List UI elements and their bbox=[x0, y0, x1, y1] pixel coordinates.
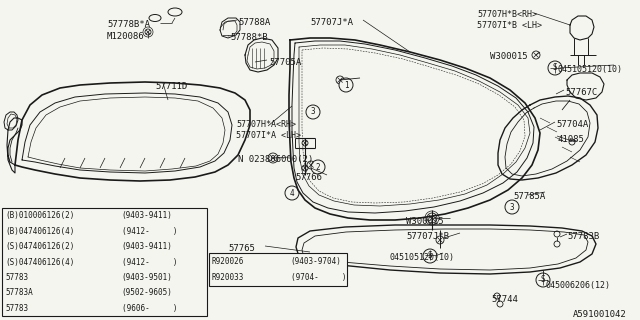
Text: 045105120(10): 045105120(10) bbox=[558, 65, 623, 74]
Text: R920033: R920033 bbox=[212, 273, 244, 282]
Circle shape bbox=[285, 186, 299, 200]
Text: 57778B*A: 57778B*A bbox=[107, 20, 150, 29]
Circle shape bbox=[339, 78, 353, 92]
Text: S: S bbox=[428, 252, 432, 260]
Text: 57744: 57744 bbox=[491, 295, 518, 304]
Text: 57705A: 57705A bbox=[269, 58, 301, 67]
Text: 41085: 41085 bbox=[558, 135, 585, 144]
Text: 57707I*A <LH>: 57707I*A <LH> bbox=[236, 131, 301, 140]
Text: W300015: W300015 bbox=[490, 52, 527, 61]
Circle shape bbox=[306, 105, 320, 119]
Text: 57788*B: 57788*B bbox=[230, 33, 268, 42]
Text: (9704-     ): (9704- ) bbox=[291, 273, 346, 282]
Text: 57783: 57783 bbox=[5, 304, 28, 313]
Circle shape bbox=[423, 249, 437, 263]
Text: M120086: M120086 bbox=[107, 32, 145, 41]
Text: 57783A: 57783A bbox=[5, 288, 33, 297]
Text: (9412-     ): (9412- ) bbox=[122, 258, 177, 267]
Text: (9412-     ): (9412- ) bbox=[122, 227, 177, 236]
Text: 2: 2 bbox=[316, 163, 320, 172]
Text: 57783: 57783 bbox=[5, 273, 28, 282]
Text: 57767C: 57767C bbox=[565, 88, 597, 97]
Text: (S)047406126(4): (S)047406126(4) bbox=[5, 258, 74, 267]
Circle shape bbox=[505, 200, 519, 214]
Text: W300015: W300015 bbox=[406, 217, 444, 226]
Text: 57707H*A<RH>: 57707H*A<RH> bbox=[236, 120, 296, 129]
Text: 3: 3 bbox=[310, 108, 316, 116]
Text: N 023806000(2): N 023806000(2) bbox=[238, 155, 313, 164]
Text: 57785A: 57785A bbox=[513, 192, 545, 201]
Text: 57711D: 57711D bbox=[155, 82, 188, 91]
Text: 57788A: 57788A bbox=[238, 18, 270, 27]
Text: 3: 3 bbox=[509, 203, 515, 212]
Text: 57783B: 57783B bbox=[567, 232, 599, 241]
Text: 57707J*A: 57707J*A bbox=[310, 18, 353, 27]
Circle shape bbox=[193, 263, 205, 276]
Text: 57707H*B<RH>: 57707H*B<RH> bbox=[477, 10, 537, 19]
Text: 045105120(10): 045105120(10) bbox=[390, 253, 455, 262]
Circle shape bbox=[311, 160, 325, 174]
Text: A591001042: A591001042 bbox=[573, 310, 627, 319]
Text: 1: 1 bbox=[344, 81, 348, 90]
Text: 57707I*B <LH>: 57707I*B <LH> bbox=[477, 21, 542, 30]
Text: 045006206(12): 045006206(12) bbox=[546, 281, 611, 290]
Text: (B)047406126(4): (B)047406126(4) bbox=[5, 227, 74, 236]
Text: 4: 4 bbox=[290, 188, 294, 197]
Text: 57704A: 57704A bbox=[556, 120, 588, 129]
Text: 57765: 57765 bbox=[228, 244, 255, 253]
Text: S: S bbox=[541, 276, 545, 284]
Text: (B)010006126(2): (B)010006126(2) bbox=[5, 211, 74, 220]
Text: (9403-9704): (9403-9704) bbox=[291, 257, 342, 266]
Text: S: S bbox=[553, 63, 557, 73]
Text: 57766: 57766 bbox=[295, 173, 322, 182]
Text: (9606-     ): (9606- ) bbox=[122, 304, 177, 313]
Text: (9403-9411): (9403-9411) bbox=[122, 211, 173, 220]
Bar bbox=[209, 253, 347, 286]
Circle shape bbox=[536, 273, 550, 287]
Text: (9403-9411): (9403-9411) bbox=[122, 242, 173, 251]
Bar bbox=[2, 208, 207, 316]
Text: (S)047406126(2): (S)047406126(2) bbox=[5, 242, 74, 251]
Text: 57707J*B: 57707J*B bbox=[406, 232, 449, 241]
Text: (9502-9605): (9502-9605) bbox=[122, 288, 173, 297]
Text: 4: 4 bbox=[196, 265, 202, 274]
Text: (9403-9501): (9403-9501) bbox=[122, 273, 173, 282]
Text: R920026: R920026 bbox=[212, 257, 244, 266]
Circle shape bbox=[548, 61, 562, 75]
